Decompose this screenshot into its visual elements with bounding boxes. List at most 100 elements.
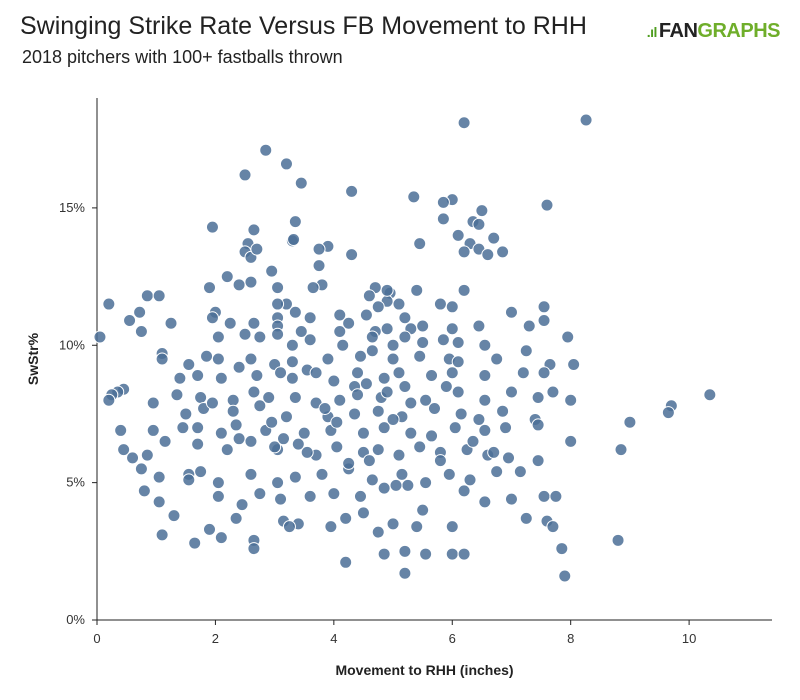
data-point <box>303 333 317 347</box>
data-point <box>327 374 341 388</box>
x-tick-label: 4 <box>330 631 337 646</box>
y-tick-label: 15% <box>59 200 85 215</box>
data-point <box>324 520 338 534</box>
data-point <box>134 462 148 476</box>
data-point <box>537 366 551 380</box>
data-point <box>287 232 301 246</box>
data-point <box>294 325 308 339</box>
data-point <box>238 168 252 182</box>
data-point <box>247 385 261 399</box>
data-point <box>425 429 439 443</box>
data-point <box>152 495 166 509</box>
data-point <box>265 415 279 429</box>
data-point <box>502 451 516 465</box>
data-point <box>114 423 128 437</box>
data-point <box>291 437 305 451</box>
data-point <box>259 143 273 157</box>
data-point <box>404 396 418 410</box>
data-point <box>519 344 533 358</box>
data-point <box>428 401 441 415</box>
data-point <box>167 509 181 523</box>
data-point <box>703 388 717 402</box>
data-point <box>472 217 486 231</box>
data-point <box>351 366 365 380</box>
data-point <box>537 489 551 503</box>
data-point <box>300 445 314 459</box>
data-point <box>416 503 430 517</box>
data-point <box>333 325 347 339</box>
data-point <box>306 281 320 295</box>
data-point <box>457 547 471 561</box>
data-point <box>537 300 551 314</box>
data-point <box>303 489 317 503</box>
data-point <box>336 338 350 352</box>
data-point <box>191 437 205 451</box>
x-tick-label: 8 <box>567 631 574 646</box>
y-axis-title: SwStr% <box>25 332 41 385</box>
data-point <box>546 520 560 534</box>
data-point <box>407 190 421 204</box>
data-point <box>392 366 406 380</box>
data-point <box>327 487 341 501</box>
data-point <box>499 421 513 435</box>
data-point <box>285 355 299 369</box>
data-point <box>359 308 373 322</box>
data-point <box>205 396 219 410</box>
data-point <box>564 393 578 407</box>
data-point <box>487 445 501 459</box>
data-point <box>365 344 379 358</box>
data-point <box>288 305 302 319</box>
data-point <box>279 157 293 171</box>
data-point <box>475 204 489 218</box>
data-point <box>288 390 302 404</box>
data-point <box>244 275 258 289</box>
data-point <box>342 316 356 330</box>
data-point <box>445 322 459 336</box>
data-point <box>478 423 492 437</box>
data-point <box>244 352 258 366</box>
data-point <box>386 517 400 531</box>
data-point <box>419 476 433 490</box>
data-point <box>356 426 370 440</box>
data-point <box>253 487 267 501</box>
y-tick-label: 0% <box>66 612 85 627</box>
data-point <box>478 368 492 382</box>
data-point <box>271 476 285 490</box>
data-point <box>226 393 240 407</box>
data-point <box>339 511 353 525</box>
data-point <box>404 426 418 440</box>
data-point <box>173 371 187 385</box>
data-point <box>351 388 365 402</box>
data-point <box>519 511 533 525</box>
data-point <box>277 432 291 446</box>
data-point <box>247 223 261 237</box>
data-point <box>356 506 370 520</box>
data-point <box>436 212 450 226</box>
data-point <box>531 418 545 432</box>
data-point <box>191 421 205 435</box>
data-point <box>152 470 166 484</box>
data-point <box>457 484 471 498</box>
data-point <box>579 113 593 127</box>
data-point <box>271 327 285 341</box>
data-point <box>457 245 471 259</box>
data-point <box>123 314 137 328</box>
data-point <box>466 434 480 448</box>
data-point <box>211 330 225 344</box>
data-point <box>359 377 373 391</box>
data-point <box>410 520 424 534</box>
data-point <box>102 297 116 311</box>
data-point <box>117 443 131 457</box>
data-point <box>134 325 148 339</box>
data-point <box>214 371 228 385</box>
data-point <box>205 311 219 325</box>
data-point <box>235 498 249 512</box>
data-point <box>348 407 362 421</box>
data-point <box>146 396 160 410</box>
data-point <box>445 520 459 534</box>
y-tick-label: 5% <box>66 475 85 490</box>
data-point <box>232 360 246 374</box>
data-point <box>220 270 234 284</box>
data-point <box>194 390 208 404</box>
data-point <box>522 319 536 333</box>
